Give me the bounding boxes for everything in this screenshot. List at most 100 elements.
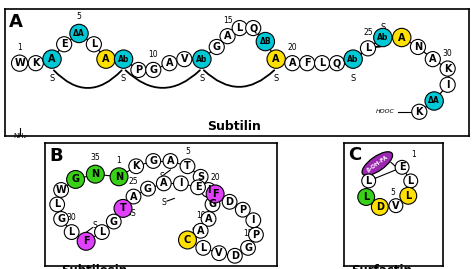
Text: A: A: [160, 178, 167, 188]
Circle shape: [220, 29, 235, 44]
Circle shape: [11, 55, 27, 71]
Circle shape: [114, 199, 132, 217]
Text: 5: 5: [77, 12, 82, 21]
Text: L: L: [405, 191, 411, 201]
Text: L: L: [365, 176, 372, 186]
Text: N: N: [91, 169, 100, 179]
Text: N: N: [115, 172, 123, 182]
Circle shape: [77, 232, 95, 250]
Circle shape: [360, 41, 375, 56]
Text: 35: 35: [91, 153, 100, 162]
Text: D: D: [226, 197, 234, 207]
Text: I: I: [179, 178, 182, 188]
Circle shape: [410, 40, 426, 55]
Circle shape: [28, 56, 43, 71]
Text: F: F: [212, 189, 219, 199]
Text: G: G: [244, 243, 252, 253]
Text: I: I: [446, 80, 449, 90]
Text: 10: 10: [148, 50, 158, 59]
Text: D: D: [376, 202, 384, 212]
Circle shape: [440, 61, 455, 76]
Circle shape: [362, 174, 375, 188]
Text: L: L: [200, 243, 206, 253]
Text: A: A: [48, 54, 56, 64]
Circle shape: [392, 28, 411, 47]
Circle shape: [315, 56, 329, 71]
Text: A: A: [205, 214, 212, 224]
Text: V: V: [392, 201, 400, 211]
Text: G: G: [57, 214, 65, 224]
Circle shape: [248, 227, 264, 242]
Circle shape: [300, 56, 315, 71]
Text: 1: 1: [17, 43, 22, 52]
Text: W: W: [14, 58, 25, 68]
Text: A: A: [289, 58, 296, 68]
Text: ΔB: ΔB: [260, 37, 271, 46]
Text: D: D: [231, 251, 239, 261]
Circle shape: [246, 20, 261, 36]
Circle shape: [146, 154, 161, 168]
Circle shape: [205, 197, 220, 212]
Text: A: A: [273, 54, 280, 64]
Text: K: K: [444, 63, 451, 74]
Text: 25: 25: [129, 177, 138, 186]
Text: S: S: [159, 172, 164, 181]
Circle shape: [106, 214, 121, 229]
Circle shape: [241, 240, 255, 255]
Circle shape: [228, 248, 242, 263]
Text: 20: 20: [288, 43, 297, 52]
Text: P: P: [135, 65, 142, 75]
Text: T: T: [119, 203, 127, 213]
Circle shape: [412, 104, 427, 119]
Text: G: G: [144, 184, 152, 194]
Circle shape: [267, 50, 285, 68]
Circle shape: [129, 159, 144, 174]
Circle shape: [358, 189, 374, 206]
Text: G: G: [149, 156, 157, 166]
Text: Q: Q: [333, 58, 341, 68]
Circle shape: [395, 160, 409, 174]
Text: K: K: [132, 161, 140, 171]
Circle shape: [425, 52, 440, 67]
Circle shape: [86, 165, 104, 183]
Text: S: S: [49, 73, 55, 83]
Circle shape: [400, 187, 417, 204]
Text: Ab: Ab: [377, 33, 389, 42]
Text: S: S: [199, 73, 204, 83]
Circle shape: [97, 50, 115, 68]
Text: K: K: [32, 58, 39, 68]
Text: S: S: [350, 73, 356, 83]
Text: NH₂: NH₂: [13, 133, 26, 139]
Circle shape: [236, 202, 250, 217]
Circle shape: [179, 231, 196, 249]
Circle shape: [256, 32, 274, 51]
Text: Q: Q: [249, 23, 257, 33]
Circle shape: [156, 176, 171, 191]
Text: L: L: [365, 43, 371, 53]
Circle shape: [177, 52, 192, 67]
Text: S: S: [197, 172, 204, 182]
Circle shape: [201, 183, 216, 197]
Circle shape: [193, 223, 208, 238]
Text: S: S: [162, 198, 166, 207]
Text: I: I: [207, 185, 210, 195]
Text: 30: 30: [443, 48, 453, 58]
Circle shape: [126, 189, 141, 204]
Text: 5: 5: [390, 188, 395, 197]
Circle shape: [389, 199, 403, 213]
Text: G: G: [213, 42, 221, 52]
Text: S: S: [206, 207, 211, 216]
Circle shape: [425, 92, 443, 110]
Text: 25: 25: [363, 28, 373, 37]
Text: L: L: [69, 227, 75, 237]
Circle shape: [440, 77, 455, 92]
Circle shape: [206, 185, 224, 203]
Text: P: P: [252, 230, 259, 240]
Text: A: A: [167, 156, 174, 166]
Text: V: V: [181, 54, 188, 64]
Text: β-OH-FA: β-OH-FA: [365, 154, 389, 173]
Text: L: L: [408, 176, 414, 186]
Text: W: W: [56, 185, 66, 195]
Circle shape: [344, 50, 362, 68]
Circle shape: [374, 28, 392, 47]
